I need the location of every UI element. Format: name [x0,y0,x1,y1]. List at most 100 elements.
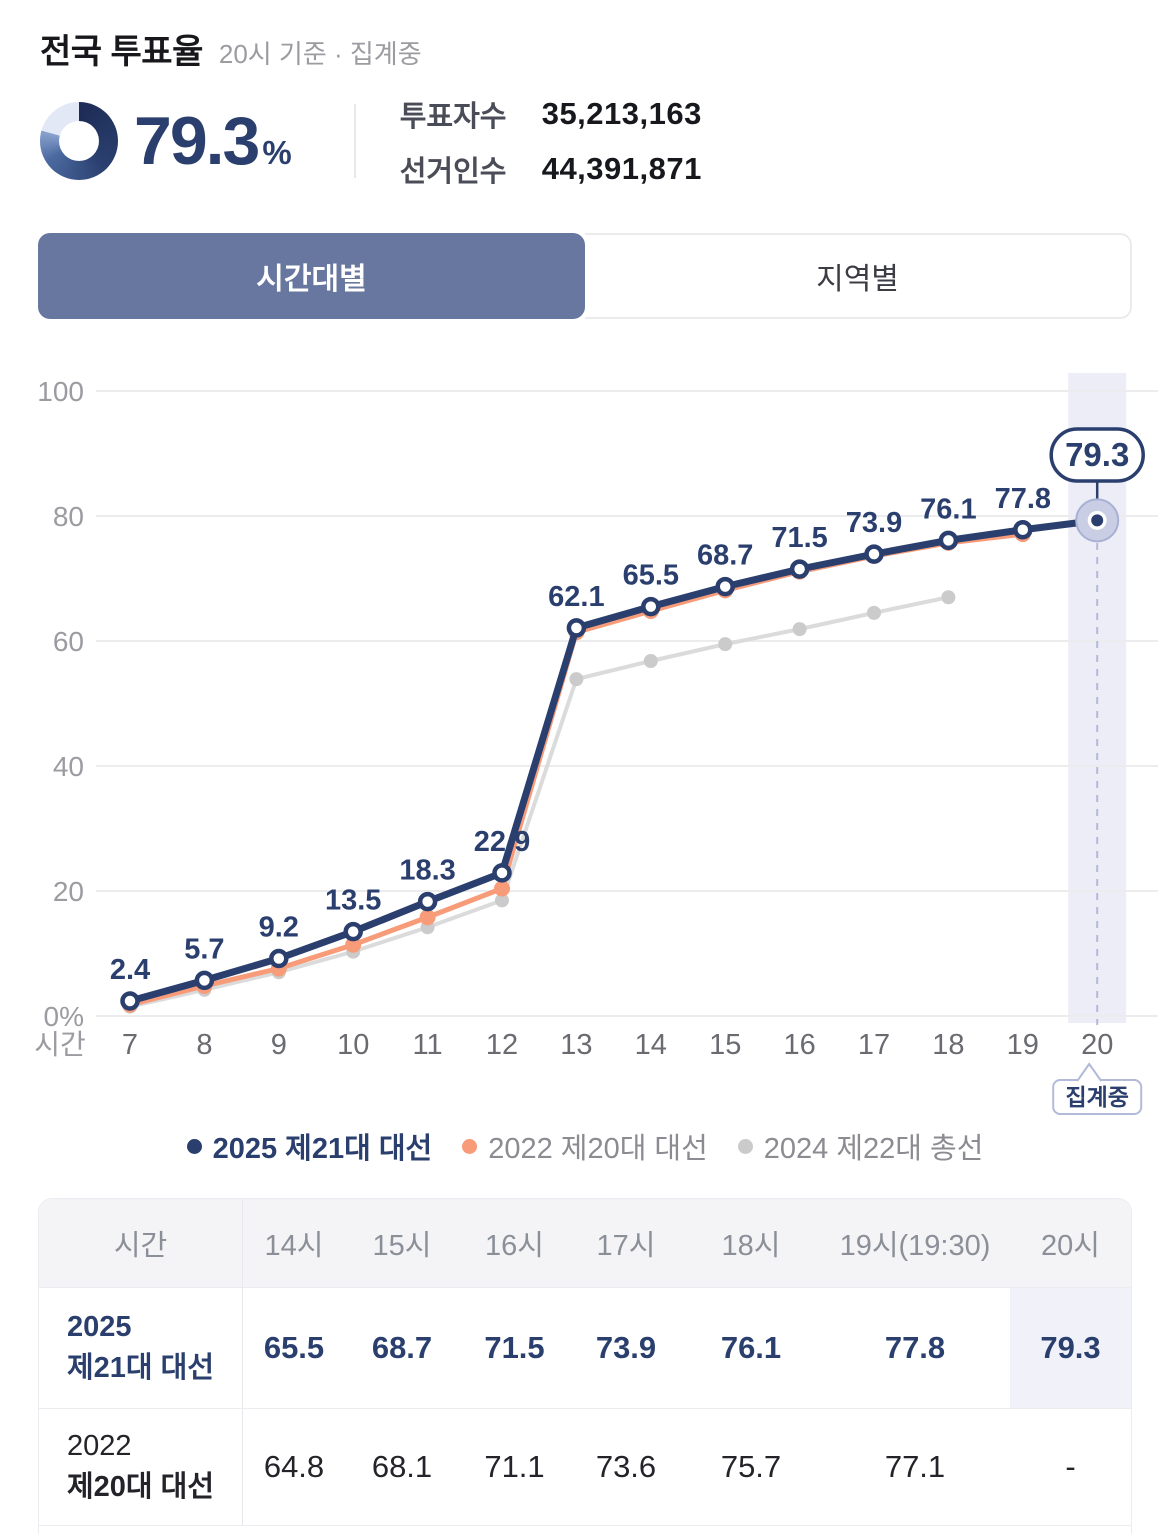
table-header-cell: 16시 [485,1230,544,1262]
series-line [128,595,951,1009]
data-point [495,893,509,908]
legend-dot-icon [186,1138,202,1154]
turnout-summary: 79.3 % 투표자수 35,213,163 선거인수 44,391,871 [40,96,1130,188]
data-point-label: 2.4 [110,954,150,986]
legend-item: 2022 제20대 대선 [462,1125,708,1167]
y-axis-tick: 60 [53,626,84,657]
table-cell: 71.5 [484,1330,545,1365]
data-point-label: 71.5 [771,522,827,554]
turnout-value: 79.3 [134,103,260,179]
y-axis-tick: 0% [44,1001,84,1032]
table-row-label-line: 2022 [67,1430,132,1463]
x-axis-tick: 18 [932,1029,964,1061]
data-point [194,970,215,991]
tab-by-time[interactable]: 시간대별 [38,233,585,319]
data-point-label: 22.9 [474,826,530,858]
data-point [867,605,881,620]
status-bubble-tail-fill [1077,1064,1102,1083]
x-axis-tick: 12 [486,1029,518,1061]
turnout-table: 시간 14시 15시 16시 17시 18시 19시(19:30) 20시 2025 제21대 대… [38,1198,1132,1534]
table-cell: 77.8 [884,1330,946,1365]
x-axis-tick: 9 [271,1029,287,1061]
table-next-row-cutoff [39,1525,1131,1534]
table-cell: 71.1 [484,1449,545,1484]
stat-value: 35,213,163 [541,95,702,131]
data-point [641,596,661,617]
data-point [269,948,289,969]
turnout-unit: % [262,134,292,171]
table-row-label-line: 제21대 대선 [67,1351,215,1384]
table-header-cell: 20시 [1041,1230,1100,1262]
stats-block: 투표자수 35,213,163 선거인수 44,391,871 [400,93,702,190]
table-cell: 76.1 [720,1330,782,1365]
data-point [494,880,510,897]
legend-item: 2025 제21대 대선 [186,1125,432,1167]
view-tabs: 시간대별 지역별 [38,233,1132,319]
table-cell: 68.1 [371,1449,433,1484]
turnout-donut-icon [40,102,118,180]
x-axis-tick: 8 [196,1029,212,1061]
data-point [566,618,587,638]
table-row: 2022 제20대 대선 64.8 68.1 71.1 73.6 75.7 77.1 - [39,1408,1131,1525]
data-point [715,576,735,597]
table-cell: 68.7 [371,1330,433,1365]
status-bubble-tail [1076,1062,1103,1082]
series-line [126,516,1101,1005]
x-axis-tick: 19 [1007,1029,1039,1061]
table-cell: 65.5 [263,1330,325,1365]
table-header-cell: 시간 [39,1199,243,1287]
stat-value: 44,391,871 [541,150,702,186]
current-value-badge [1049,427,1145,483]
data-point [643,654,658,668]
table-cell: 73.6 [595,1449,657,1484]
data-point [718,637,733,652]
legend-label: 2024 제22대 총선 [763,1133,984,1165]
data-point-label: 5.7 [184,933,224,965]
x-axis-title: 시간 [34,1029,86,1060]
data-point [419,909,436,926]
data-point [1013,520,1033,540]
app-header: 전국 투표율 20시 기준 · 집계중 79.3 % 투표자수 35,213,1… [40,24,1130,188]
chart-legend: 2025 제21대 대선 2022 제20대 대선 2024 제22대 총선 [0,1125,1170,1167]
data-point-label: 62.1 [548,581,604,613]
data-point [345,936,362,953]
stat-label: 투표자수 [399,100,507,133]
table-row-label-line: 제20대 대선 [67,1470,215,1503]
table-row-label-line: 2025 [67,1311,132,1344]
data-point [120,991,140,1011]
page-subtitle: 20시 기준 · 집계중 [218,39,422,69]
status-bubble-text: 집계중 [1065,1084,1128,1110]
legend-item: 2024 제22대 총선 [737,1125,984,1167]
vertical-divider [353,104,356,178]
data-point [569,672,584,687]
data-point-label: 77.8 [995,483,1051,515]
x-axis-tick: 13 [560,1029,592,1061]
data-point-label: 9.2 [259,912,299,944]
x-axis-tick: 20 [1081,1029,1113,1061]
turnout-chart: 0% 20 40 60 80 100 시간 7 8 9 10 11 12 13 14 15 16 17 18 19 20… [34,373,1158,1115]
data-point-label: 13.5 [325,885,381,917]
page-title: 전국 투표율 [40,33,203,71]
table-cell: 79.3 [1010,1288,1131,1408]
x-axis-tick: 17 [858,1029,890,1061]
x-axis-tick: 16 [783,1029,815,1061]
table-cell: 77.1 [884,1449,946,1484]
data-point [492,863,512,883]
table-cell: 75.7 [720,1449,782,1484]
x-axis-tick: 11 [413,1029,443,1061]
data-point-label: 76.1 [920,493,976,525]
legend-dot-icon [462,1138,478,1154]
tab-by-region[interactable]: 지역별 [585,233,1132,319]
table-header-cell: 17시 [596,1230,656,1262]
x-axis-tick: 15 [709,1029,741,1061]
legend-dot-icon [737,1138,753,1154]
y-axis-tick: 80 [53,501,84,532]
data-point [938,530,959,551]
table-header-row: 시간 14시 15시 16시 17시 18시 19시(19:30) 20시 [39,1199,1131,1287]
stat-row-electorate: 선거인수 44,391,871 [400,148,702,190]
x-axis-tick: 10 [337,1029,369,1061]
y-axis-tick: 40 [53,751,84,782]
table-row-label: 2022 제20대 대선 [39,1409,243,1525]
current-point [1091,514,1104,527]
table-header-cell: 19시(19:30) [839,1230,991,1262]
